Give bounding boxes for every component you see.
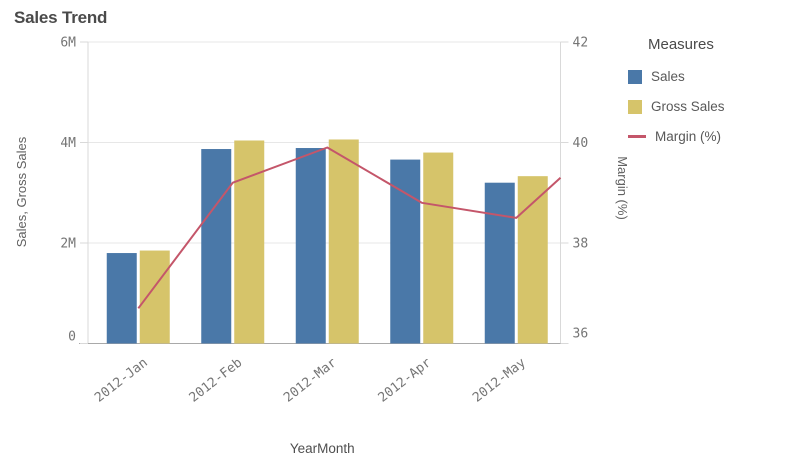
- y-axis-right-tick-label: 36: [573, 327, 589, 342]
- bar-sales-2012-feb[interactable]: [201, 149, 232, 344]
- legend-item-label: Gross Sales: [651, 99, 725, 114]
- line-margin[interactable]: [137, 146, 562, 309]
- legend: Measures Sales Gross Sales Margin (%): [628, 36, 796, 144]
- bar-sales-2012-apr[interactable]: [390, 159, 421, 344]
- y-axis-left-tick-label: 6M: [60, 36, 76, 51]
- y-axis-left-title: Sales, Gross Sales: [14, 136, 29, 247]
- bar-gross-sales-2012-mar[interactable]: [328, 139, 359, 344]
- legend-item-label: Sales: [651, 69, 685, 84]
- legend-title: Measures: [648, 36, 714, 53]
- legend-item-margin[interactable]: Margin (%): [628, 129, 796, 144]
- y-axis-right-tick-label: 38: [573, 237, 589, 252]
- line-swatch-icon: [628, 135, 646, 138]
- legend-items: Sales Gross Sales Margin (%): [628, 69, 796, 144]
- x-tick-label-2012-apr[interactable]: 2012-Apr: [376, 355, 435, 405]
- y-axis-right-title: Margin (%): [615, 156, 630, 220]
- y-axis-right-tick-label: 42: [573, 36, 589, 51]
- bar-gross-sales-2012-apr[interactable]: [423, 152, 454, 344]
- y-axis-left-tick-label: 4M: [60, 136, 76, 151]
- legend-item-sales[interactable]: Sales: [628, 69, 796, 84]
- x-axis-title: YearMonth: [290, 441, 355, 456]
- bar-gross-sales-2012-feb[interactable]: [234, 140, 265, 344]
- square-swatch-icon: [628, 69, 642, 84]
- x-tick-label-2012-may[interactable]: 2012-May: [470, 355, 529, 405]
- bar-gross-sales-2012-jan[interactable]: [139, 250, 170, 344]
- x-tick-label-2012-feb[interactable]: 2012-Feb: [187, 355, 246, 405]
- bar-sales-2012-jan[interactable]: [106, 253, 137, 344]
- bar-gross-sales-2012-may[interactable]: [517, 176, 548, 344]
- x-tick-label-2012-mar[interactable]: 2012-Mar: [281, 355, 340, 405]
- legend-item-gross-sales[interactable]: Gross Sales: [628, 99, 796, 114]
- chart-title: Sales Trend: [14, 8, 108, 27]
- bar-sales-2012-mar[interactable]: [295, 148, 326, 344]
- y-axis-right-tick-label: 40: [573, 136, 589, 151]
- y-axis-left-tick-label: 2M: [60, 237, 76, 252]
- y-axis-left-tick-label: 0: [68, 330, 76, 345]
- bar-sales-2012-may[interactable]: [484, 182, 515, 344]
- x-tick-label-2012-jan[interactable]: 2012-Jan: [92, 355, 151, 405]
- legend-item-label: Margin (%): [655, 129, 722, 144]
- square-swatch-icon: [628, 99, 642, 114]
